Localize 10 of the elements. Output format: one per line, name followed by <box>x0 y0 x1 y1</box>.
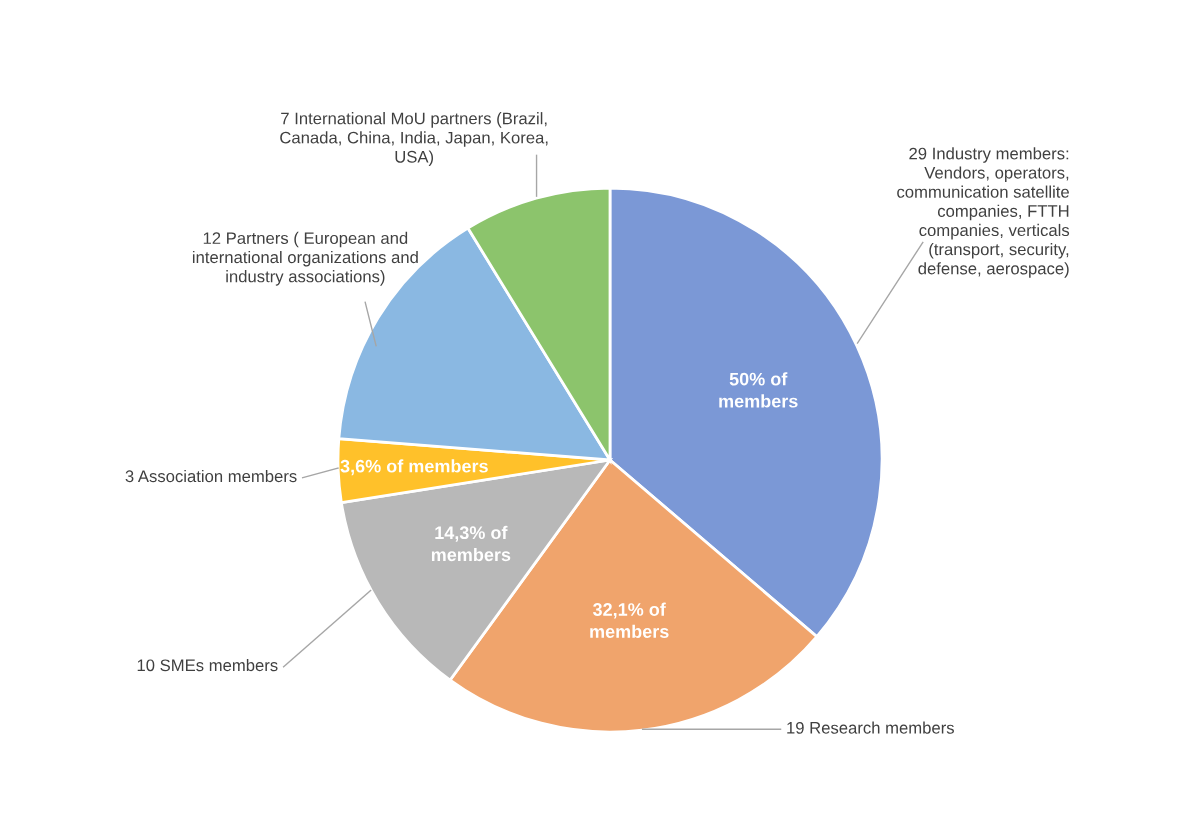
text: 3,6% of members <box>340 459 488 476</box>
slice-label: 10 SMEs members <box>137 658 278 672</box>
slice-label: 19 Research members <box>787 721 954 734</box>
text: 50% of members <box>719 372 798 408</box>
slice-label: 12 Partners ( European and international organizations and industry associations) <box>192 231 418 286</box>
slice-label: 7 International MoU partners (Brazil, Canada, China, India, Japan, Korea, USA) <box>280 112 548 166</box>
slice-label: 29 Industry members: Vendors, operators, communication satellite companies, FTTH companies, verticals (transport, security, defense, aerospace) <box>897 147 1070 278</box>
slice-label: 3 Association members <box>125 469 297 483</box>
text: 14,3% of members <box>431 525 511 562</box>
text: 32,1% of members <box>590 602 669 638</box>
